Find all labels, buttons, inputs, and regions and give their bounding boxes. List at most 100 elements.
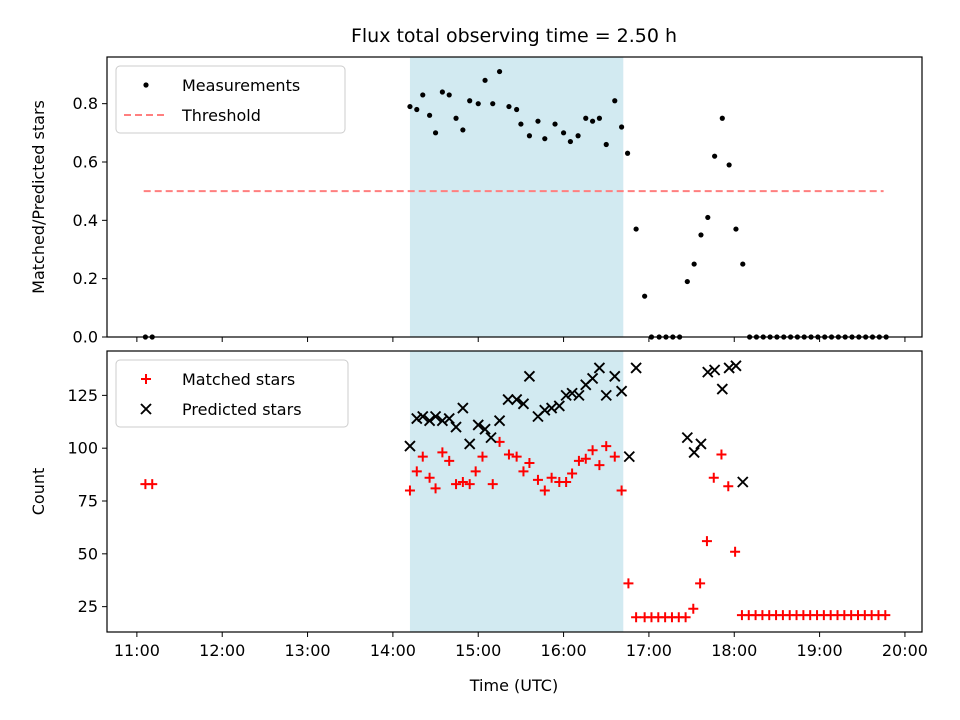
x-tick-label: 12:00 [199, 641, 245, 660]
measurement-point [575, 133, 581, 139]
matched-star-point [470, 466, 481, 477]
axes-frame [106, 56, 923, 338]
measurement-point [726, 162, 732, 168]
measurement-point [460, 127, 466, 133]
matched-star-point [567, 468, 578, 479]
matched-star-point [464, 479, 475, 490]
measurement-point [496, 68, 503, 75]
predicted-star-point [730, 360, 742, 372]
predicted-star-point [423, 415, 436, 427]
measurement-point [439, 89, 445, 95]
measurement-point [684, 278, 690, 285]
predicted-star-point [600, 389, 612, 402]
matched-star-point [417, 451, 428, 462]
measurement-point [420, 92, 426, 98]
matched-star-point [594, 460, 605, 471]
panels: 0.0 0.2 0.4 0.6 0.8 Matched/Predicted stars Me… [29, 56, 928, 660]
axes-frame [106, 350, 923, 633]
predicted-star-point [523, 370, 536, 383]
measurement-point [698, 232, 704, 238]
measurement-point [596, 115, 603, 121]
predicted-star-point [464, 438, 476, 450]
predicted-star-point [566, 387, 578, 399]
series-predicted-stars [404, 360, 749, 488]
measurement-point [432, 130, 439, 136]
measurement-point [642, 293, 648, 299]
measurement-point [426, 112, 433, 118]
predicted-star-point [436, 415, 449, 427]
x-tick-label: 15:00 [455, 641, 501, 660]
measurement-point [583, 115, 589, 121]
matched-star-point [430, 483, 441, 494]
matched-star-point [730, 546, 741, 557]
predicted-star-point [695, 438, 707, 450]
measurement-point [733, 226, 739, 232]
matched-star-point [708, 472, 719, 483]
matched-star-point [503, 449, 514, 460]
measurement-point [526, 133, 533, 139]
measurement-point [414, 106, 420, 113]
measurement-point [624, 150, 631, 156]
measurement-point [633, 226, 639, 232]
measurement-point [603, 141, 609, 148]
predicted-star-point [716, 383, 728, 395]
measurement-point [535, 118, 541, 124]
matched-star-point [695, 578, 706, 589]
predicted-star-point [630, 362, 642, 374]
measurement-point [542, 136, 548, 142]
chart-title: Flux total observing time = 2.50 h [351, 25, 677, 47]
predicted-star-point [688, 446, 700, 459]
matched-star-point [511, 451, 522, 462]
legend: Matched stars Predicted stars [115, 359, 349, 428]
predicted-star-point [404, 440, 416, 452]
measurement-point [691, 261, 697, 267]
predicted-star-point [517, 398, 530, 410]
predicted-star-point [417, 410, 429, 423]
panel-2: 25 50 75 100 125 Count 11:00 12:00 13:00 14:00 15:… [29, 350, 928, 660]
matched-star-point [616, 485, 627, 496]
legend-plus-marker [141, 374, 151, 384]
predicted-star-point [539, 404, 551, 416]
matched-star-point [587, 445, 598, 456]
x-tick-label: 11:00 [114, 641, 160, 660]
predicted-star-point [553, 400, 565, 412]
x-tick-label: 17:00 [626, 641, 672, 660]
legend: Measurements Threshold [115, 65, 346, 134]
predicted-star-point [609, 370, 621, 383]
matched-star-point [723, 481, 734, 492]
x-tick-label: 19:00 [797, 641, 843, 660]
predicted-star-point [450, 421, 462, 433]
legend-x-marker [140, 403, 152, 415]
matched-star-point [601, 441, 612, 452]
matched-star-point [561, 476, 572, 487]
legend-label: Matched stars [182, 370, 295, 389]
measurement-point [612, 98, 618, 104]
matched-star-point [424, 472, 435, 483]
x-tick-label: 14:00 [370, 641, 416, 660]
legend-box [115, 65, 346, 134]
legend-label: Threshold [181, 106, 261, 125]
measurement-point [518, 121, 524, 127]
y-axis-title: Count [29, 468, 48, 516]
x-tick-label: 18:00 [711, 641, 757, 660]
measurement-point [712, 153, 718, 159]
measurement-point [407, 103, 413, 110]
matched-star-point [477, 451, 488, 462]
shaded-observing-region [409, 351, 624, 632]
legend-label: Predicted stars [182, 400, 302, 419]
panel-1: 0.0 0.2 0.4 0.6 0.8 Matched/Predicted stars Me… [29, 56, 923, 347]
measurement-point [475, 101, 481, 107]
y-axis-title: Matched/Predicted stars [29, 100, 48, 294]
y-tick-label: 100 [67, 439, 98, 458]
predicted-star-point [502, 393, 514, 406]
matched-star-point [411, 466, 422, 477]
predicted-star-point [429, 410, 442, 423]
matched-star-point [147, 479, 158, 490]
measurement-point [490, 101, 496, 107]
predicted-star-point [737, 476, 749, 488]
matched-star-point [457, 476, 468, 487]
shaded-observing-region [409, 57, 624, 337]
matched-star-point [532, 474, 543, 485]
predicted-star-point [457, 402, 469, 414]
